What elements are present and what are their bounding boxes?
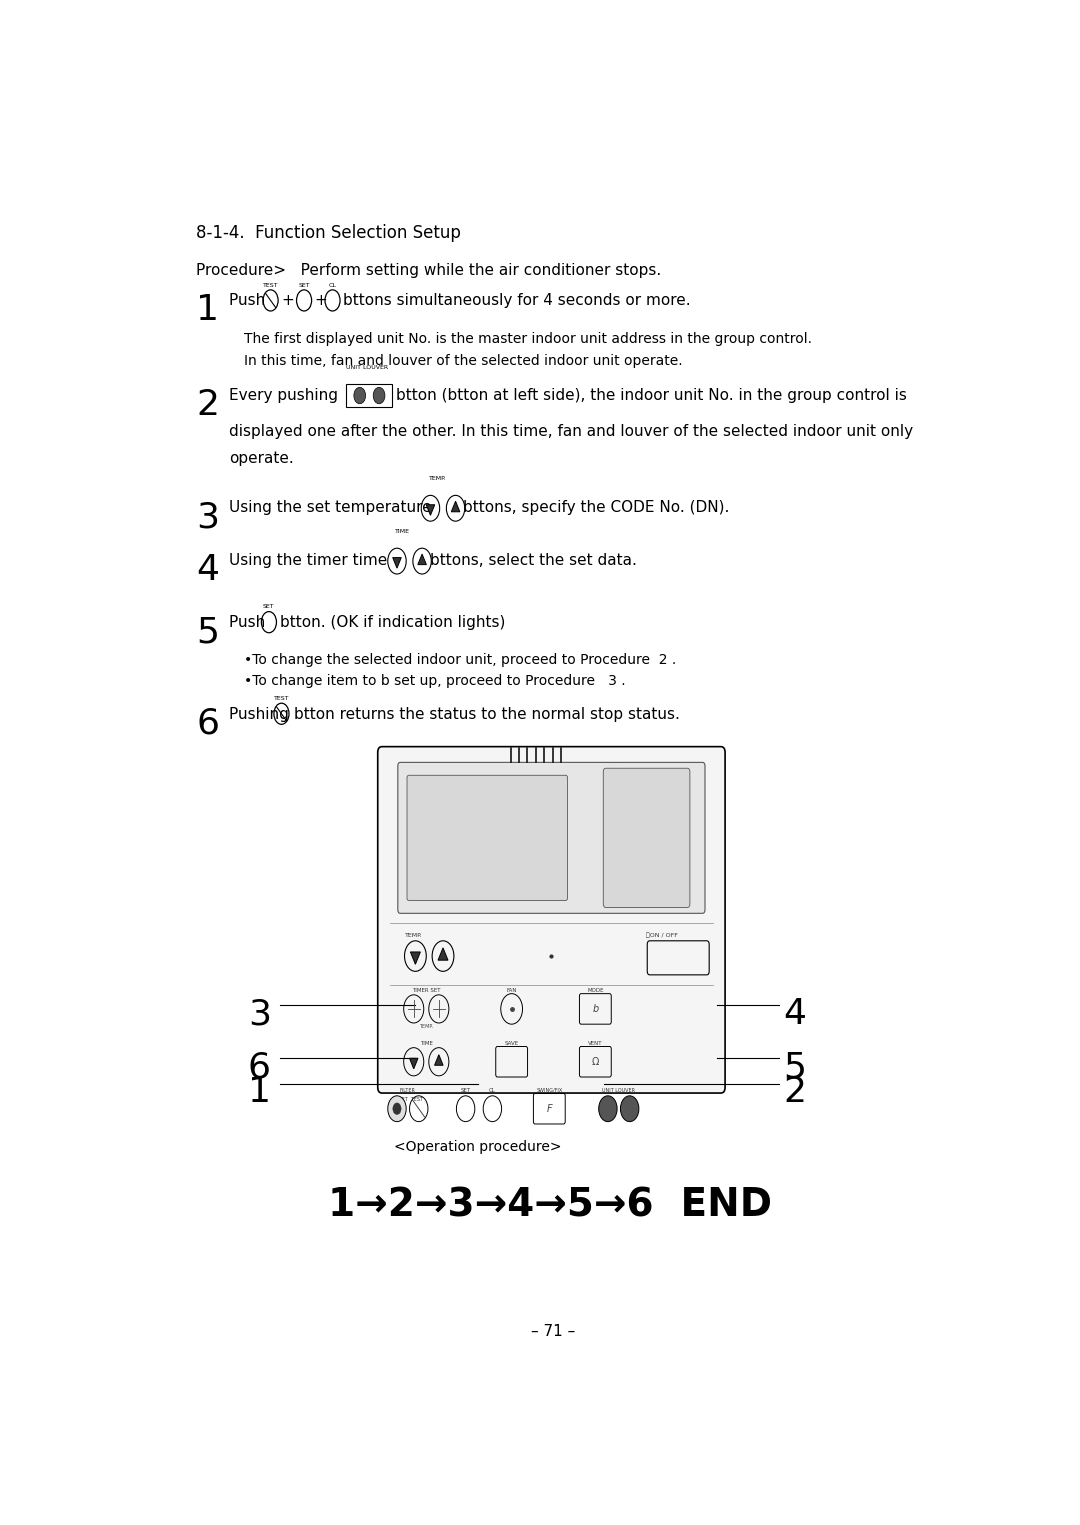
Text: 1: 1 <box>197 293 219 328</box>
Text: Using the timer time: Using the timer time <box>229 554 396 567</box>
Text: SWING/FIX: SWING/FIX <box>536 1087 563 1092</box>
Text: RESET  TEST: RESET TEST <box>392 1096 422 1103</box>
Text: RC    No.: RC No. <box>490 845 511 849</box>
Text: 31  12: 31 12 <box>490 831 513 836</box>
Text: In this time, fan and louver of the selected indoor unit operate.: In this time, fan and louver of the sele… <box>244 354 683 369</box>
Text: operate.: operate. <box>229 451 294 465</box>
Text: btton. (OK if indication lights): btton. (OK if indication lights) <box>280 615 505 630</box>
Text: Procedure>   Perform setting while the air conditioner stops.: Procedure> Perform setting while the air… <box>197 262 661 278</box>
Text: TIME: TIME <box>420 1040 433 1046</box>
FancyBboxPatch shape <box>378 747 725 1093</box>
Text: FAN: FAN <box>507 988 517 993</box>
Text: b: b <box>592 1003 598 1014</box>
Text: SET: SET <box>264 604 274 610</box>
Text: Pushing: Pushing <box>229 706 298 721</box>
Text: Using the set temperature: Using the set temperature <box>229 500 441 515</box>
Polygon shape <box>410 952 420 964</box>
Text: TEST: TEST <box>262 282 279 288</box>
Text: •To change item to b set up, proceed to Procedure   3 .: •To change item to b set up, proceed to … <box>244 674 625 688</box>
Text: TIME: TIME <box>395 529 410 534</box>
Text: UNIT LOUVER: UNIT LOUVER <box>346 364 388 369</box>
Text: 5: 5 <box>784 1051 807 1084</box>
Text: VENT: VENT <box>589 1040 603 1046</box>
Text: TEMP.: TEMP. <box>419 1025 433 1029</box>
Text: TIMER SET: TIMER SET <box>413 988 441 993</box>
Text: FILTER: FILTER <box>400 1087 415 1092</box>
Text: Every pushing: Every pushing <box>229 389 348 404</box>
Polygon shape <box>409 1058 418 1069</box>
Text: 5: 5 <box>197 615 219 650</box>
Circle shape <box>374 387 384 404</box>
Text: TEMP.: TEMP. <box>405 933 423 938</box>
Polygon shape <box>438 949 448 961</box>
Circle shape <box>620 1096 639 1121</box>
Text: 8-1-4.  Function Selection Setup: 8-1-4. Function Selection Setup <box>197 224 461 242</box>
Text: SET: SET <box>460 1087 471 1092</box>
Text: 1→2→3→4→5→6  END: 1→2→3→4→5→6 END <box>327 1186 771 1225</box>
Text: +: + <box>314 293 327 308</box>
Text: F: F <box>546 1104 552 1113</box>
Text: SAVE: SAVE <box>504 1040 518 1046</box>
Polygon shape <box>393 558 402 569</box>
Text: Push: Push <box>229 615 274 630</box>
Text: +: + <box>282 293 294 308</box>
Text: CL: CL <box>489 1087 496 1092</box>
Text: displayed one after the other. In this time, fan and louver of the selected indo: displayed one after the other. In this t… <box>229 424 913 439</box>
Text: 6: 6 <box>248 1051 271 1084</box>
Text: Push: Push <box>229 293 270 308</box>
Text: 6: 6 <box>197 706 219 741</box>
Polygon shape <box>418 554 427 564</box>
Circle shape <box>354 387 366 404</box>
Text: 4: 4 <box>784 997 807 1031</box>
Text: TEMP.: TEMP. <box>429 476 446 482</box>
Text: btton returns the status to the normal stop status.: btton returns the status to the normal s… <box>294 706 680 721</box>
Text: -00 01-: -00 01- <box>410 825 463 839</box>
Text: 3: 3 <box>248 997 271 1031</box>
Polygon shape <box>434 1055 443 1066</box>
Text: ⏻ON / OFF: ⏻ON / OFF <box>647 933 678 938</box>
FancyBboxPatch shape <box>397 762 705 913</box>
Text: – 71 –: – 71 – <box>531 1324 576 1339</box>
Text: •To change the selected indoor unit, proceed to Procedure  2 .: •To change the selected indoor unit, pro… <box>244 653 676 666</box>
Text: 1: 1 <box>248 1075 271 1109</box>
Text: -10-: -10- <box>629 830 665 845</box>
Circle shape <box>598 1096 617 1121</box>
Text: 3: 3 <box>197 500 219 534</box>
Bar <box>346 384 392 407</box>
Text: CODE No.: CODE No. <box>598 762 625 767</box>
Text: 4: 4 <box>197 554 219 587</box>
Text: <Operation procedure>: <Operation procedure> <box>394 1141 562 1154</box>
Text: bttons simultaneously for 4 seconds or more.: bttons simultaneously for 4 seconds or m… <box>342 293 690 308</box>
Text: bttons, select the set data.: bttons, select the set data. <box>430 554 636 567</box>
Circle shape <box>388 1096 406 1121</box>
Text: The first displayed unit No. is the master indoor unit address in the group cont: The first displayed unit No. is the mast… <box>244 332 812 346</box>
Polygon shape <box>451 502 460 512</box>
Text: bttons, specify the CODE No. (DN).: bttons, specify the CODE No. (DN). <box>463 500 729 515</box>
Text: SET DATA  TIME: SET DATA TIME <box>411 781 449 787</box>
Text: CL: CL <box>328 282 337 288</box>
FancyBboxPatch shape <box>604 769 690 907</box>
Circle shape <box>393 1103 401 1115</box>
Text: SET: SET <box>298 282 310 288</box>
Text: 2: 2 <box>197 389 219 422</box>
Text: UNIT LOUVER: UNIT LOUVER <box>603 1087 635 1092</box>
Text: MODE: MODE <box>588 988 604 993</box>
FancyBboxPatch shape <box>407 775 567 900</box>
Polygon shape <box>427 505 435 515</box>
Text: 2: 2 <box>784 1075 807 1109</box>
Text: Ω: Ω <box>592 1057 599 1067</box>
Text: TEST: TEST <box>273 695 289 702</box>
Text: UNIT No.: UNIT No. <box>490 781 512 787</box>
Text: btton (btton at left side), the indoor unit No. in the group control is: btton (btton at left side), the indoor u… <box>396 389 907 404</box>
